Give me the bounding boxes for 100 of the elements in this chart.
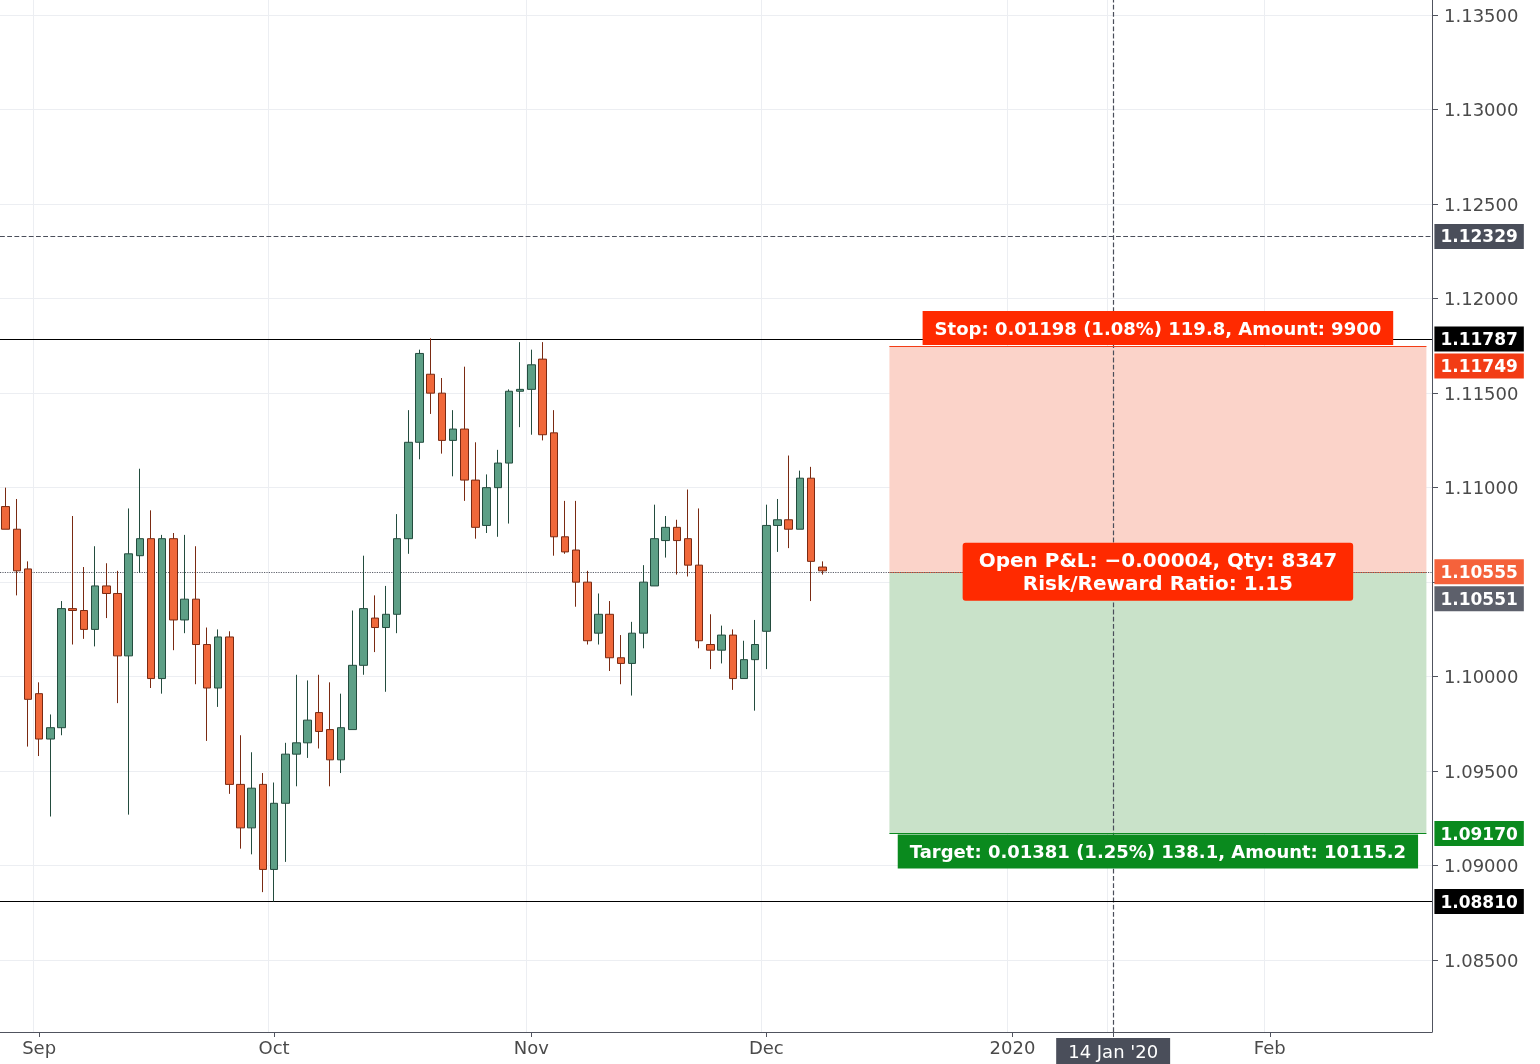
candlestick — [449, 409, 457, 477]
candlestick — [583, 570, 592, 646]
candlestick — [538, 341, 547, 441]
candlestick — [505, 388, 513, 525]
candlestick — [494, 449, 502, 538]
ref-line-label: 1.10555 — [1440, 561, 1518, 582]
candlestick — [169, 532, 178, 651]
candlestick — [203, 627, 211, 742]
candlestick — [460, 366, 469, 502]
candlestick — [371, 594, 379, 653]
candlestick — [1, 487, 10, 530]
ref-line-label: 1.12329 — [1440, 226, 1518, 247]
candlestick — [80, 566, 88, 640]
candlestick — [113, 570, 122, 704]
candlestick — [359, 555, 368, 676]
candlestick — [57, 600, 66, 736]
candlestick — [214, 628, 222, 708]
candlestick — [617, 634, 625, 685]
candlestick — [68, 515, 77, 646]
y-tick-label: 1.11500 — [1444, 382, 1519, 404]
candlestick — [628, 621, 636, 697]
candlestick — [24, 560, 32, 748]
candlestick — [572, 500, 580, 608]
candlestick — [236, 734, 245, 850]
y-tick-label: 1.13000 — [1444, 99, 1519, 121]
candlestick — [180, 534, 189, 634]
candlestick — [259, 772, 267, 893]
candlestick — [661, 515, 670, 559]
candlestick — [35, 681, 43, 757]
ref-line-label: 1.10551 — [1440, 588, 1518, 609]
candlestick — [225, 630, 234, 795]
candlestick — [326, 681, 334, 787]
candlestick — [706, 613, 715, 670]
candlestick — [404, 409, 413, 555]
candlestick — [684, 489, 692, 577]
band-label: Target: 0.01381 (1.25%) 138.1, Amount: 10115.2 — [909, 841, 1407, 863]
candlestick — [773, 498, 782, 553]
candlestick — [393, 513, 401, 634]
ref-line-label: 1.08810 — [1440, 891, 1519, 912]
y-tick-label: 1.09500 — [1444, 760, 1519, 782]
ref-line-label: 1.11749 — [1440, 355, 1518, 376]
candlestick — [192, 545, 200, 685]
candlestick — [650, 504, 659, 587]
candlestick — [818, 560, 827, 576]
candlestick — [717, 625, 726, 664]
candlestick — [303, 679, 312, 759]
candlestick — [527, 349, 536, 436]
x-tick-label: Dec — [748, 1036, 784, 1058]
candlestick — [292, 674, 301, 787]
candlestick — [516, 341, 524, 428]
candlestick — [807, 466, 815, 602]
candlestick — [337, 693, 345, 774]
candlestick — [594, 592, 603, 646]
candlestick — [796, 470, 804, 530]
y-tick-label: 1.11000 — [1444, 477, 1519, 499]
candlestick — [247, 751, 256, 855]
candlestick — [762, 504, 771, 670]
ref-line-label: 1.09170 — [1440, 823, 1519, 844]
candlestick — [561, 500, 569, 555]
candlestick — [348, 610, 357, 731]
y-tick-label: 1.08500 — [1444, 949, 1519, 971]
x-tick-label: Nov — [513, 1036, 550, 1058]
candlestick — [46, 713, 55, 818]
candlestick — [605, 600, 614, 672]
candlestick — [426, 337, 435, 415]
y-tick-label: 1.13500 — [1444, 4, 1519, 26]
x-tick-label: Feb — [1253, 1036, 1286, 1058]
y-tick-label: 1.12000 — [1444, 288, 1519, 310]
candlestick — [740, 640, 748, 680]
candlestick — [136, 468, 144, 574]
candlestick — [315, 674, 323, 749]
y-tick-label: 1.09000 — [1444, 855, 1519, 877]
y-tick-label: 1.12500 — [1444, 193, 1519, 215]
y-tick-label: 1.10000 — [1444, 666, 1519, 688]
x-tick-label: Oct — [258, 1036, 290, 1058]
candlestick — [270, 782, 278, 903]
ref-line-label: 1.11787 — [1440, 328, 1518, 349]
candlestick — [438, 377, 446, 455]
candlestick — [158, 534, 166, 695]
candlestick — [471, 441, 480, 540]
x-tick-label: 2020 — [989, 1036, 1036, 1058]
candlestick — [91, 545, 99, 647]
candlestick — [147, 509, 155, 689]
annotation: Open P&L: −0.00004, Qty: 8347 Risk/Reward Ratio: 1.15 — [978, 548, 1338, 596]
candlestick — [695, 507, 703, 649]
candlestick — [482, 473, 491, 534]
candlestick — [382, 585, 390, 693]
candlestick — [550, 409, 558, 557]
candlestick — [415, 349, 424, 460]
candlestick — [673, 519, 681, 576]
candlestick — [281, 742, 290, 863]
candlestick — [729, 628, 737, 691]
candlestick — [124, 507, 133, 816]
candlestick — [102, 562, 111, 619]
candlestick — [784, 455, 793, 549]
candlestick — [639, 564, 648, 649]
x-tick-label: Sep — [22, 1036, 57, 1058]
candlestick — [751, 619, 759, 712]
band-label: Stop: 0.01198 (1.08%) 119.8, Amount: 9900 — [934, 317, 1382, 339]
candlestick — [13, 498, 21, 596]
